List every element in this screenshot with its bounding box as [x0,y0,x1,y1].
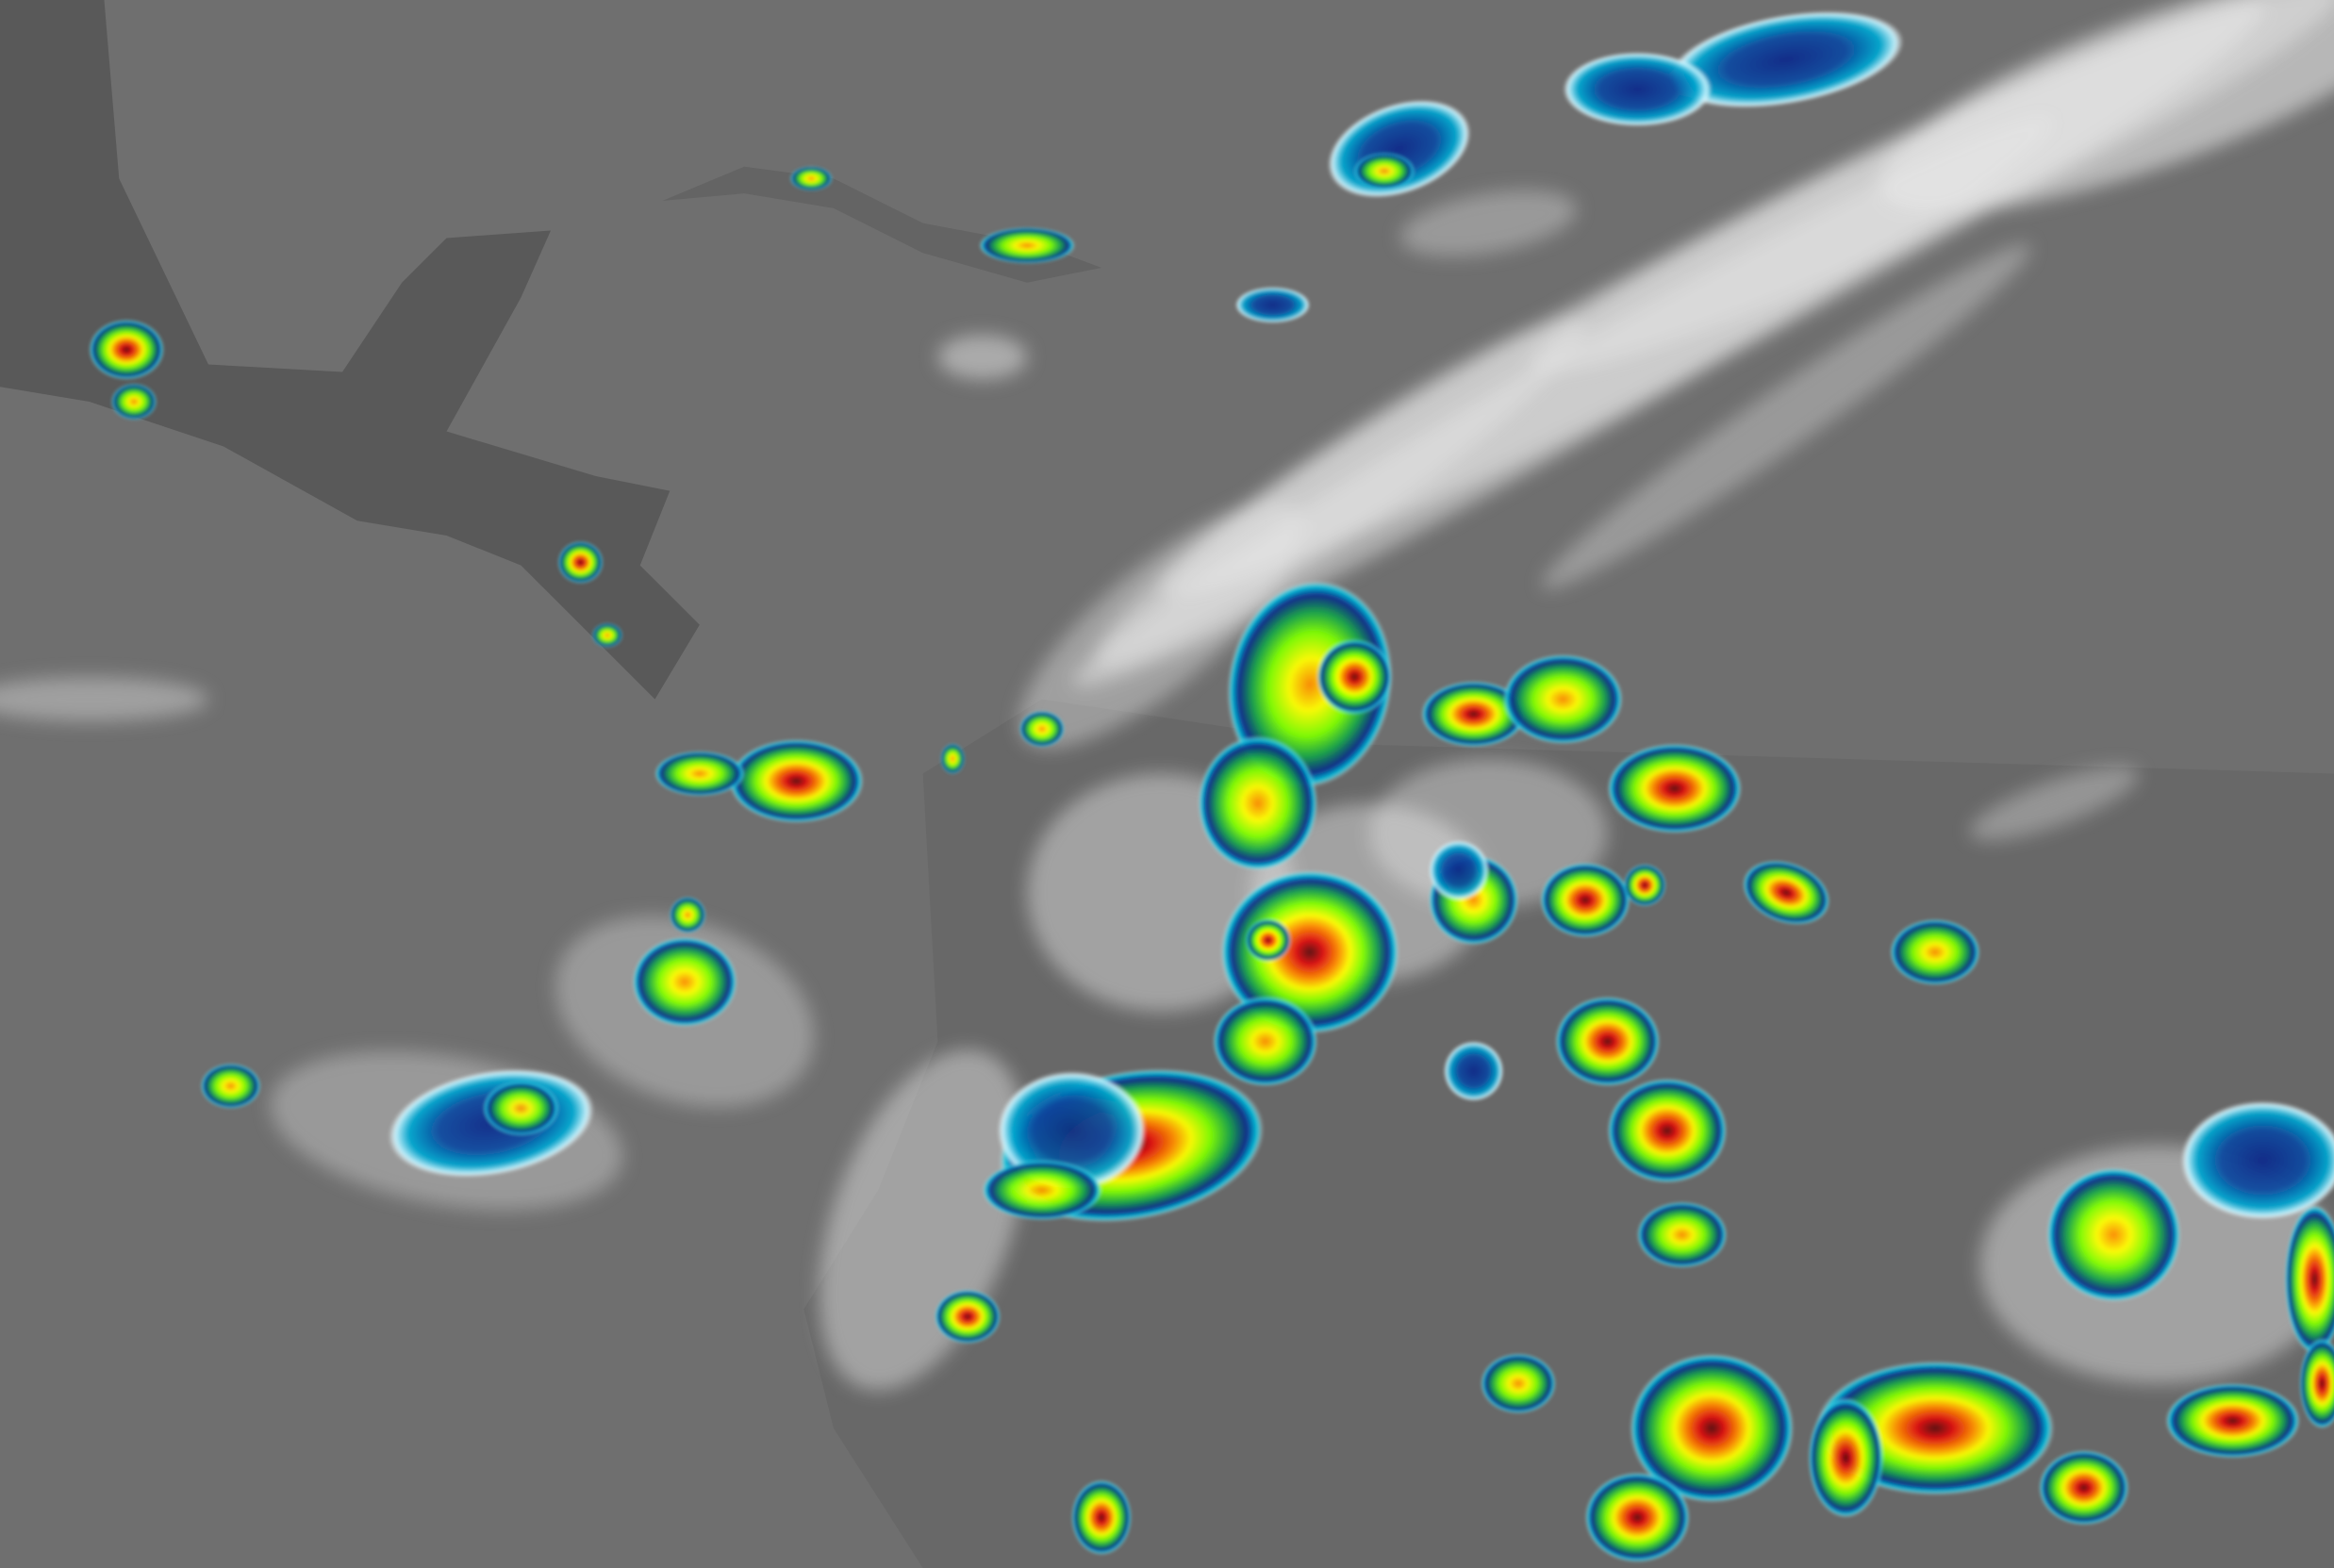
convective-cell [1607,743,1742,834]
convective-cell [632,937,737,1027]
convective-cell [729,739,864,823]
convective-cell [1743,860,1829,925]
convective-cell [982,1160,1102,1220]
convective-cell [2180,1100,2334,1220]
convective-cell [2299,1339,2334,1428]
cirrus-streak [1018,501,1303,749]
convective-cell [557,541,604,584]
convective-cell [790,166,833,190]
convective-cell [654,751,745,797]
convective-cell [1019,711,1065,748]
land-central-america [0,0,700,700]
convective-cell [1198,736,1317,871]
convective-cell [1354,153,1415,190]
convective-cell [935,1289,1001,1344]
convective-cell [1668,10,1904,108]
cirrus-streak [937,335,1028,380]
convective-cells [89,10,2334,1562]
cirrus-streak [1969,766,2139,841]
convective-cell [1630,1353,1795,1503]
convective-cell [1890,919,1980,985]
convective-cell [1429,840,1489,900]
convective-cell [1624,864,1666,906]
convective-cell [1444,1041,1504,1101]
convective-cell [2039,1450,2129,1526]
convective-cell [1585,1473,1690,1562]
convective-cell [1637,1201,1727,1268]
convective-cell [1555,997,1660,1086]
cirrus-streak [1877,0,2334,213]
convective-cell [1220,870,1399,1034]
convective-cell [1421,681,1526,748]
convective-cell [2284,1205,2334,1354]
convective-cell [1481,1353,1556,1413]
convective-cell [1563,52,1713,127]
convective-cell [483,1081,558,1135]
convective-cell [1808,1398,1883,1518]
convective-cell [670,897,706,933]
convective-cell [1213,997,1317,1086]
convective-cell [1316,639,1392,715]
convective-cell [111,384,157,420]
convective-cell [592,623,622,648]
convective-cell [1607,1078,1727,1183]
convective-cell [201,1064,261,1109]
convective-cell [89,320,164,380]
convective-cell [979,227,1075,264]
convective-cell [1235,287,1311,323]
convective-cell [1246,919,1291,962]
convective-cell [1071,1479,1132,1555]
convective-cell [997,1071,1147,1191]
convective-cell [1503,654,1623,744]
convective-cell [2165,1383,2300,1459]
convective-cell [2046,1167,2181,1302]
convective-cell [1227,580,1393,788]
cirrus-streak [0,676,208,722]
convective-cell [1540,863,1630,938]
cirrus-streak [1541,243,2031,589]
cirrus-streak [1400,190,1577,256]
convective-cell [940,743,965,774]
